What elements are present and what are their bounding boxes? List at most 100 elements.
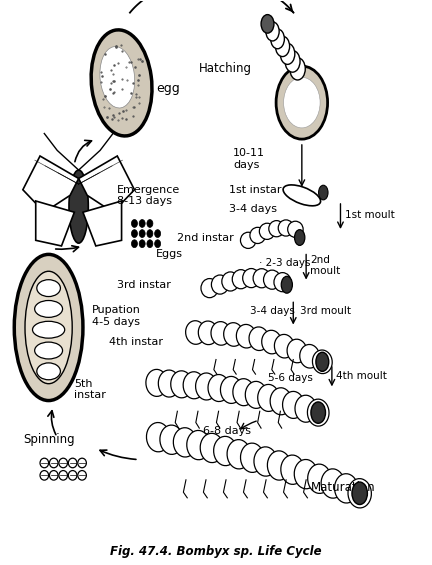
Ellipse shape xyxy=(187,431,210,460)
Ellipse shape xyxy=(25,271,72,384)
Ellipse shape xyxy=(280,44,295,64)
Ellipse shape xyxy=(285,50,300,72)
Ellipse shape xyxy=(40,458,49,468)
Text: 5-6 days: 5-6 days xyxy=(267,373,312,383)
Ellipse shape xyxy=(155,229,161,237)
Ellipse shape xyxy=(274,273,291,292)
Ellipse shape xyxy=(200,433,224,463)
Polygon shape xyxy=(36,201,74,246)
Ellipse shape xyxy=(35,301,63,318)
Polygon shape xyxy=(23,156,79,212)
Ellipse shape xyxy=(311,402,326,423)
Ellipse shape xyxy=(68,471,77,480)
Ellipse shape xyxy=(227,440,251,469)
Text: Maturation: Maturation xyxy=(311,481,375,494)
Ellipse shape xyxy=(281,276,292,293)
Text: 1st instar: 1st instar xyxy=(229,185,281,195)
Ellipse shape xyxy=(100,46,135,108)
Ellipse shape xyxy=(262,331,282,354)
Ellipse shape xyxy=(155,240,161,247)
Ellipse shape xyxy=(290,58,305,80)
Ellipse shape xyxy=(147,240,153,247)
Ellipse shape xyxy=(334,473,358,503)
Ellipse shape xyxy=(186,321,205,344)
Text: 5th
instar: 5th instar xyxy=(74,379,106,400)
Ellipse shape xyxy=(254,447,277,476)
Ellipse shape xyxy=(224,323,244,346)
Ellipse shape xyxy=(222,272,239,291)
Text: 2nd
moult: 2nd moult xyxy=(311,255,341,276)
Ellipse shape xyxy=(37,363,60,380)
Text: Fig. 47.4. Bombyx sp. Life Cycle: Fig. 47.4. Bombyx sp. Life Cycle xyxy=(110,545,322,558)
Text: 3rd instar: 3rd instar xyxy=(117,280,171,290)
Polygon shape xyxy=(83,201,121,246)
Text: Hatching: Hatching xyxy=(199,62,252,75)
Ellipse shape xyxy=(250,227,265,244)
Ellipse shape xyxy=(208,375,230,402)
Ellipse shape xyxy=(32,321,65,338)
Ellipse shape xyxy=(281,455,304,484)
Ellipse shape xyxy=(288,221,303,237)
Text: Pupation
4-5 days: Pupation 4-5 days xyxy=(92,306,140,327)
Text: Spinning: Spinning xyxy=(23,433,74,446)
Ellipse shape xyxy=(278,220,294,236)
Text: Eggs: Eggs xyxy=(156,249,183,259)
Ellipse shape xyxy=(241,443,264,472)
Ellipse shape xyxy=(259,223,275,240)
Ellipse shape xyxy=(283,392,304,419)
Ellipse shape xyxy=(37,280,60,297)
Ellipse shape xyxy=(352,482,367,505)
Ellipse shape xyxy=(59,471,67,480)
Ellipse shape xyxy=(131,229,137,237)
Text: 3-4 days: 3-4 days xyxy=(250,306,295,316)
Text: · 2-3 days: · 2-3 days xyxy=(259,258,311,268)
Ellipse shape xyxy=(91,30,152,136)
Ellipse shape xyxy=(294,459,318,489)
Ellipse shape xyxy=(220,376,242,403)
Ellipse shape xyxy=(274,334,294,358)
Ellipse shape xyxy=(196,373,217,400)
Ellipse shape xyxy=(245,381,267,408)
Ellipse shape xyxy=(139,229,145,237)
Ellipse shape xyxy=(243,268,260,288)
Ellipse shape xyxy=(78,458,86,468)
Ellipse shape xyxy=(270,388,292,415)
Ellipse shape xyxy=(198,321,218,345)
Ellipse shape xyxy=(308,399,329,426)
Ellipse shape xyxy=(59,458,67,468)
Ellipse shape xyxy=(321,469,344,498)
Ellipse shape xyxy=(183,372,205,399)
Ellipse shape xyxy=(283,185,321,206)
Ellipse shape xyxy=(131,240,137,247)
Ellipse shape xyxy=(264,270,281,289)
Ellipse shape xyxy=(232,270,249,289)
Ellipse shape xyxy=(211,321,231,345)
Text: 4th moult: 4th moult xyxy=(336,371,387,381)
Polygon shape xyxy=(79,156,134,212)
Ellipse shape xyxy=(49,471,58,480)
Ellipse shape xyxy=(283,77,320,128)
Ellipse shape xyxy=(258,384,280,411)
Text: 4th instar: 4th instar xyxy=(109,337,163,346)
Ellipse shape xyxy=(49,458,58,468)
Ellipse shape xyxy=(158,370,180,397)
Ellipse shape xyxy=(233,379,254,406)
Text: Emergence
8-13 days: Emergence 8-13 days xyxy=(117,185,181,206)
Ellipse shape xyxy=(68,458,77,468)
Ellipse shape xyxy=(211,275,229,294)
Ellipse shape xyxy=(147,220,153,227)
Ellipse shape xyxy=(266,22,279,41)
Text: 1st moult: 1st moult xyxy=(345,210,394,220)
Ellipse shape xyxy=(276,66,327,139)
Ellipse shape xyxy=(316,352,329,371)
Ellipse shape xyxy=(300,345,320,368)
Ellipse shape xyxy=(131,220,137,227)
Ellipse shape xyxy=(271,29,284,49)
Ellipse shape xyxy=(40,471,49,480)
Text: 10-11
days: 10-11 days xyxy=(233,148,265,170)
Ellipse shape xyxy=(236,324,256,348)
Ellipse shape xyxy=(35,342,63,359)
Ellipse shape xyxy=(295,229,305,245)
Ellipse shape xyxy=(147,229,153,237)
Ellipse shape xyxy=(318,185,328,200)
